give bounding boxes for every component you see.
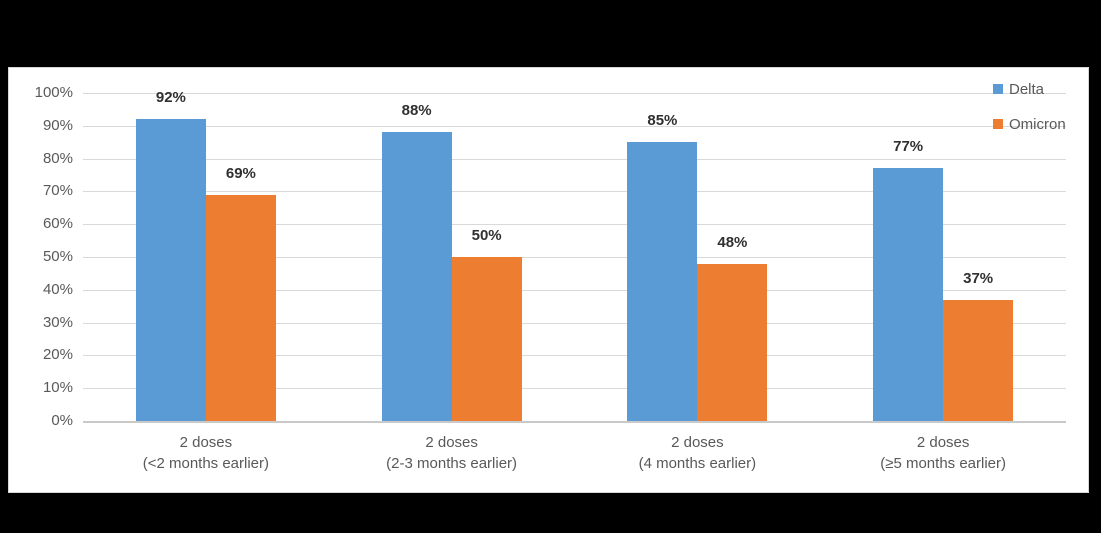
chart-panel: 0% 10% 20% 30% 40% 50% 60% 70% 80% 90% 100% 92% 69%… — [8, 67, 1089, 493]
legend-label-omicron: Omicron — [1009, 115, 1066, 133]
gridline — [83, 93, 1066, 94]
gridline — [83, 125, 1066, 127]
y-tick-label: 70% — [42, 182, 73, 200]
legend-omicron-square-icon — [993, 119, 1003, 129]
y-tick-label: 0% — [51, 412, 73, 429]
legend-entry-omicron: Omicron — [993, 115, 1066, 133]
bar-omicron-group2 — [451, 257, 522, 421]
y-tick-label: 90% — [42, 116, 73, 134]
bar-omicron-group3 — [697, 263, 768, 421]
legend-delta-square-icon — [993, 84, 1003, 94]
gridline — [83, 388, 1066, 390]
y-tick-label: 20% — [42, 346, 73, 364]
y-tick-label: 10% — [42, 379, 73, 397]
y-tick-label: 80% — [42, 149, 73, 167]
chart-legend: Delta Omicron — [993, 80, 1066, 150]
gridline — [83, 191, 1066, 193]
data-label-omicron-group3: 48% — [717, 233, 748, 251]
y-tick-label: 100% — [34, 84, 73, 101]
x-axis-line — [83, 421, 1066, 423]
x-category-label-group4: 2 doses (≥5 months earlier) — [880, 434, 1007, 472]
bar-delta-group1 — [135, 119, 206, 421]
bar-delta-group2 — [381, 132, 452, 421]
gridline — [83, 289, 1066, 291]
y-tick-label: 50% — [42, 248, 73, 265]
data-label-omicron-group1: 69% — [225, 164, 256, 182]
x-category-label-group2: 2 doses (2-3 months earlier) — [386, 434, 518, 472]
legend-label-delta: Delta — [1009, 80, 1045, 98]
bar-omicron-group1 — [205, 194, 276, 421]
gridline — [83, 257, 1066, 258]
data-label-delta-group1: 92% — [155, 89, 186, 107]
data-label-delta-group3: 85% — [647, 112, 678, 130]
y-tick-label: 60% — [42, 215, 73, 233]
bar-omicron-group4 — [943, 299, 1014, 421]
data-label-omicron-group4: 37% — [963, 269, 994, 287]
data-label-delta-group4: 77% — [893, 138, 924, 156]
gridline — [83, 322, 1066, 324]
x-category-label-group1: 2 doses (<2 months earlier) — [142, 434, 270, 472]
y-tick-label: 30% — [42, 313, 73, 331]
data-label-omicron-group2: 50% — [471, 227, 502, 244]
gridline — [83, 355, 1066, 357]
data-label-delta-group2: 88% — [401, 102, 432, 120]
gridline — [83, 224, 1066, 226]
y-tick-label: 40% — [42, 280, 73, 298]
gridline — [83, 158, 1066, 160]
legend-entry-delta: Delta — [993, 80, 1066, 98]
x-category-label-group3: 2 doses (4 months earlier) — [638, 434, 757, 472]
bar-delta-group3 — [627, 142, 698, 421]
bar-delta-group4 — [873, 168, 944, 421]
